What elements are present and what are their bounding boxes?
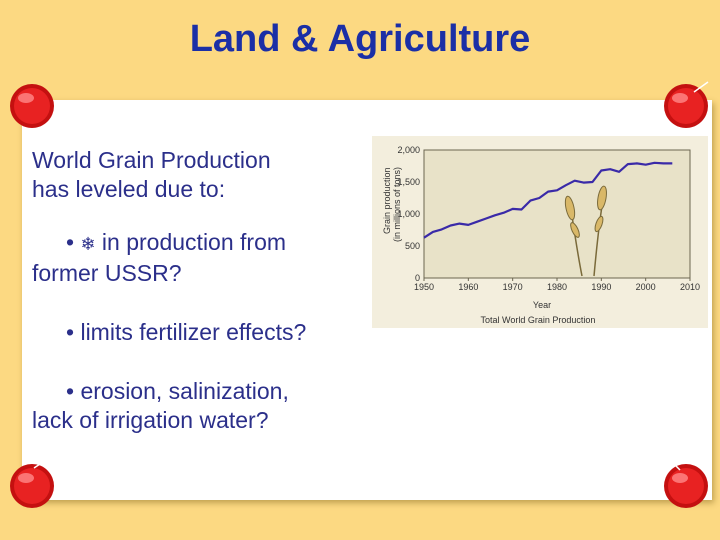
x-tick-label: 1970 — [503, 282, 523, 292]
x-tick-label: 1980 — [547, 282, 567, 292]
y-tick-label: 1,000 — [397, 209, 420, 219]
bullet-item: • ❄ in production from former USSR? — [32, 228, 372, 288]
pushpin-icon — [660, 80, 712, 132]
lead-line-2: has leveled due to: — [32, 176, 226, 202]
series-line — [423, 161, 673, 239]
lead-paragraph: World Grain Production has leveled due t… — [32, 146, 372, 204]
pushpin-icon — [6, 460, 58, 512]
x-tick-label: 1960 — [458, 282, 478, 292]
plot-area — [423, 149, 691, 279]
x-tick-label: 1990 — [591, 282, 611, 292]
bullet-marker: • — [66, 378, 75, 404]
grain-production-chart: 0 500 1,000 1,500 2,000 1950 1960 1970 1980 1990… — [372, 136, 708, 328]
y-tick-label: 500 — [405, 241, 420, 251]
y-tick-label: 1,500 — [397, 177, 420, 187]
bullet-text: erosion, salinization, — [74, 378, 289, 404]
y-axis-label: Grain production — [382, 167, 392, 234]
pushpin-icon — [6, 80, 58, 132]
bullet-item: • erosion, salinization, lack of irrigat… — [32, 377, 372, 435]
body-text: World Grain Production has leveled due t… — [32, 146, 372, 457]
y-tick-label: 2,000 — [397, 145, 420, 155]
wheat-illustration — [564, 185, 607, 277]
bullet-marker: • — [66, 319, 75, 345]
y-axis-label-units: (in millions of tons) — [392, 167, 402, 242]
lead-line-1: World Grain Production — [32, 147, 271, 173]
bullet-text: limits fertilizer effects? — [74, 319, 307, 345]
bullet-marker: • — [66, 229, 75, 255]
bullet-text: in production from — [95, 229, 287, 255]
chart-title: Total World Grain Production — [481, 315, 596, 325]
x-tick-label: 1950 — [414, 282, 434, 292]
bullet-item: • limits fertilizer effects? — [66, 318, 372, 347]
slide-title: Land & Agriculture — [189, 18, 531, 60]
bullet-text-cont: lack of irrigation water? — [32, 407, 269, 433]
x-tick-label: 2010 — [680, 282, 700, 292]
y-tick-label: 0 — [415, 273, 420, 283]
chart-svg: 0 500 1,000 1,500 2,000 1950 1960 1970 1980 1990… — [382, 145, 700, 325]
x-tick-label: 2000 — [636, 282, 656, 292]
pushpin-icon — [660, 460, 712, 512]
snowflake-icon: ❄ — [80, 234, 96, 254]
bullet-text-cont: former USSR? — [32, 260, 182, 286]
x-axis-label: Year — [533, 300, 551, 310]
